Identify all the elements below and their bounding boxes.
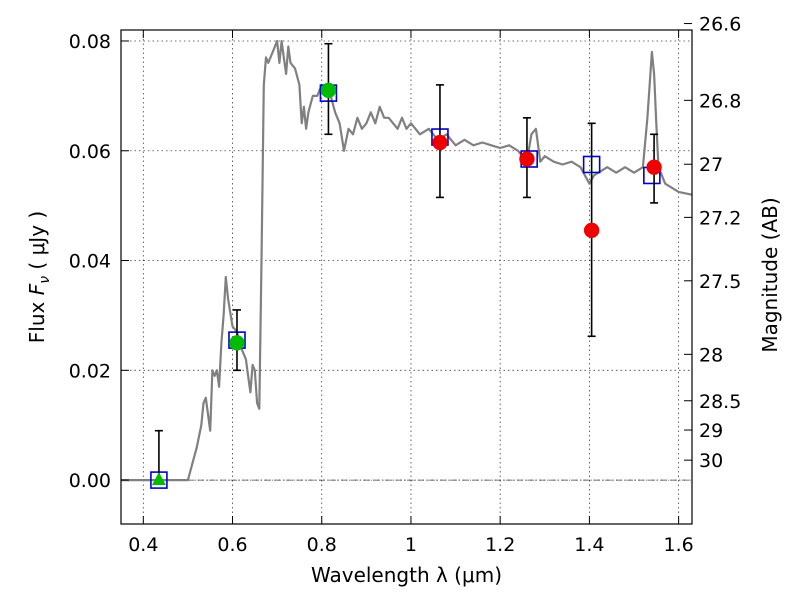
y2-tick-label: 28 [699, 344, 723, 366]
y2-tick-label: 26.6 [699, 14, 741, 36]
x-tick-label: 0.6 [217, 534, 247, 556]
y-axis-label-prefix: Flux [25, 295, 49, 343]
y2-tick-label: 28.5 [699, 391, 741, 413]
observed-point-green [320, 82, 337, 99]
y-axis-label: Flux Fν ( μJy ) [25, 211, 53, 343]
y2-axis-label: Magnitude (AB) [758, 197, 782, 352]
y2-tick-label: 27.2 [699, 207, 741, 229]
observed-point-red [583, 222, 600, 239]
upper-limit-triangle [151, 472, 166, 486]
observed-point-red [646, 159, 662, 175]
observed-point-red [519, 151, 535, 167]
y2-tick-label: 29 [699, 420, 723, 442]
grid-lines [121, 30, 692, 524]
y-axis-label-subscript: ν [37, 276, 53, 284]
x-tick-label: 0.8 [307, 534, 337, 556]
y-tick-label: 0.04 [69, 251, 111, 273]
y-axis-label-unit: ( μJy ) [25, 211, 49, 276]
axes-frame [120, 29, 693, 525]
x-axis-label: Wavelength λ (μm) [311, 563, 502, 587]
y-axis-label-symbol: F [25, 283, 49, 295]
y2-tick-label: 27.5 [699, 271, 741, 293]
y-tick-label: 0.00 [69, 470, 111, 492]
y2-tick-label: 27 [699, 154, 723, 176]
x-tick-label: 1.2 [485, 534, 515, 556]
x-tick-label: 1.6 [664, 534, 694, 556]
y2-tick-label: 30 [699, 450, 723, 472]
observed-point-green [229, 335, 245, 351]
observed-point-red [432, 134, 448, 151]
y-tick-label: 0.02 [69, 360, 111, 382]
axis-ticks [121, 23, 692, 524]
y-tick-label: 0.06 [69, 141, 111, 163]
y2-tick-label: 26.8 [699, 90, 741, 112]
x-tick-label: 1 [405, 534, 417, 556]
x-tick-label: 0.4 [128, 534, 158, 556]
y-tick-label: 0.08 [69, 31, 111, 53]
plot-area [121, 39, 692, 489]
x-tick-label: 1.4 [574, 534, 604, 556]
